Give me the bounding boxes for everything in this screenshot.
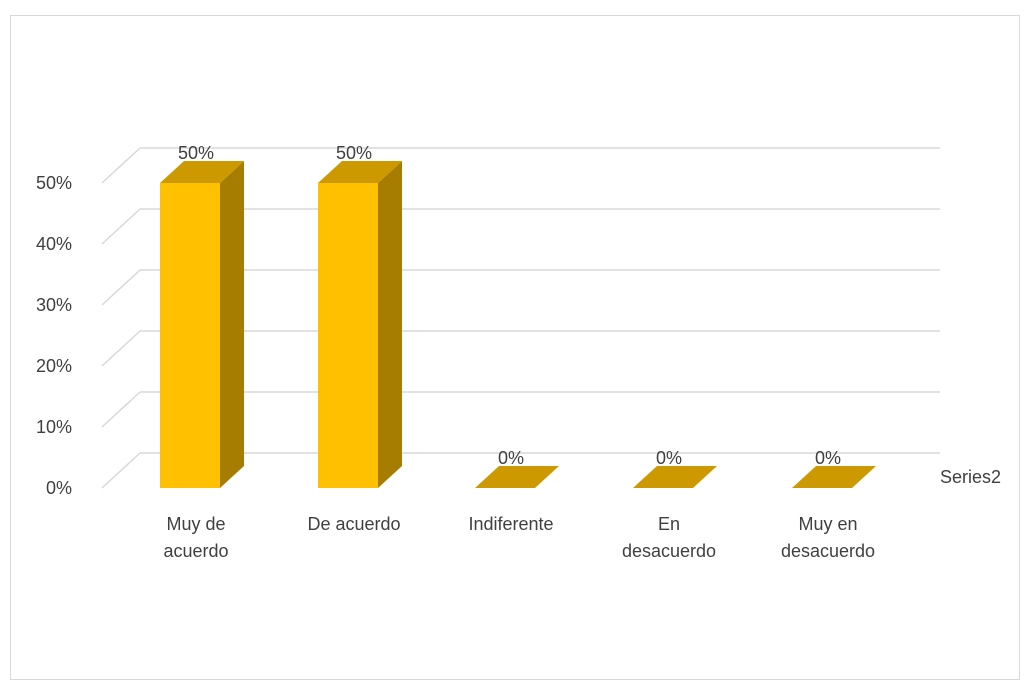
bar [792, 466, 876, 488]
bar [633, 466, 717, 488]
y-tick-label: 30% [36, 295, 72, 315]
gridline-diagonal [101, 452, 141, 489]
gridline-diagonal [101, 330, 141, 367]
bar-top [318, 161, 402, 183]
bar-top [160, 161, 244, 183]
x-category-label: En [658, 514, 680, 534]
x-category-label: acuerdo [163, 541, 228, 561]
gridline-diagonal [101, 208, 141, 245]
data-label: 50% [336, 143, 372, 163]
x-category-label: Muy en [798, 514, 857, 534]
data-label: 0% [656, 448, 682, 468]
bar-front [160, 183, 220, 488]
y-tick-label: 50% [36, 173, 72, 193]
bar [318, 161, 402, 488]
gridline-diagonal [101, 147, 141, 184]
y-tick-label: 0% [46, 478, 72, 498]
y-tick-label: 10% [36, 417, 72, 437]
y-tick-label: 20% [36, 356, 72, 376]
gridline-diagonal [101, 391, 141, 428]
bar-top [792, 466, 876, 488]
data-label: 0% [815, 448, 841, 468]
y-axis-ticks: 0% 10% 20% 30% 40% 50% [36, 173, 72, 498]
x-category-label: Indiferente [468, 514, 553, 534]
x-category-label: De acuerdo [307, 514, 400, 534]
x-category-label: desacuerdo [781, 541, 875, 561]
bars: 50% 50% 0% 0% 0% [160, 143, 876, 488]
data-label: 50% [178, 143, 214, 163]
x-axis-categories: Muy de acuerdo De acuerdo Indiferente En desa… [163, 514, 875, 561]
bar [475, 466, 559, 488]
bar-side [378, 161, 402, 488]
x-category-label: desacuerdo [622, 541, 716, 561]
bar-top [475, 466, 559, 488]
data-label: 0% [498, 448, 524, 468]
bar-top [633, 466, 717, 488]
gridlines [101, 147, 940, 489]
bar-side [220, 161, 244, 488]
gridline-diagonal [101, 269, 141, 306]
series-label: Series2 [940, 467, 1001, 487]
x-category-label: Muy de [166, 514, 225, 534]
bar-front [318, 183, 378, 488]
y-tick-label: 40% [36, 234, 72, 254]
bar [160, 161, 244, 488]
